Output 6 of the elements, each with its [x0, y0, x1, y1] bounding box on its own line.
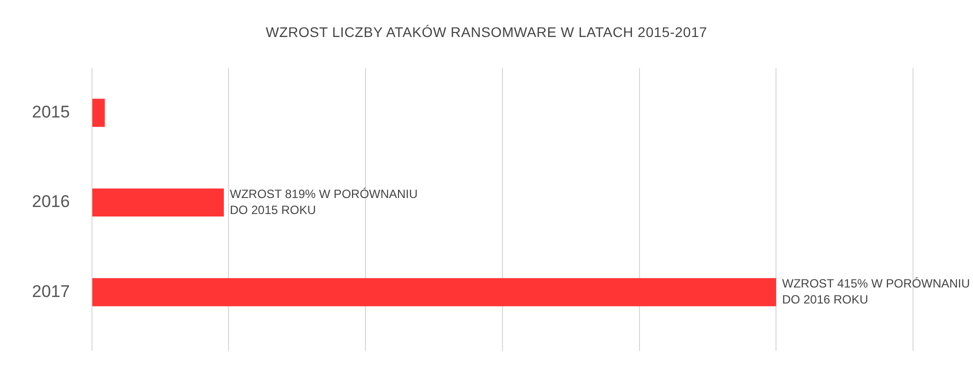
- y-tick-label: 2017: [32, 282, 70, 301]
- annotation: WZROST 415% W PORÓWNANIU DO 2016 ROKU: [782, 276, 970, 306]
- chart-title: WZROST LICZBY ATAKÓW RANSOMWARE W LATACH 2015-2017: [264, 24, 708, 40]
- annotation: WZROST 819% W PORÓWNANIU DO 2015 ROKU: [230, 186, 418, 217]
- y-tick-label: 2016: [32, 192, 70, 212]
- y-tick-label: 2015: [32, 102, 70, 122]
